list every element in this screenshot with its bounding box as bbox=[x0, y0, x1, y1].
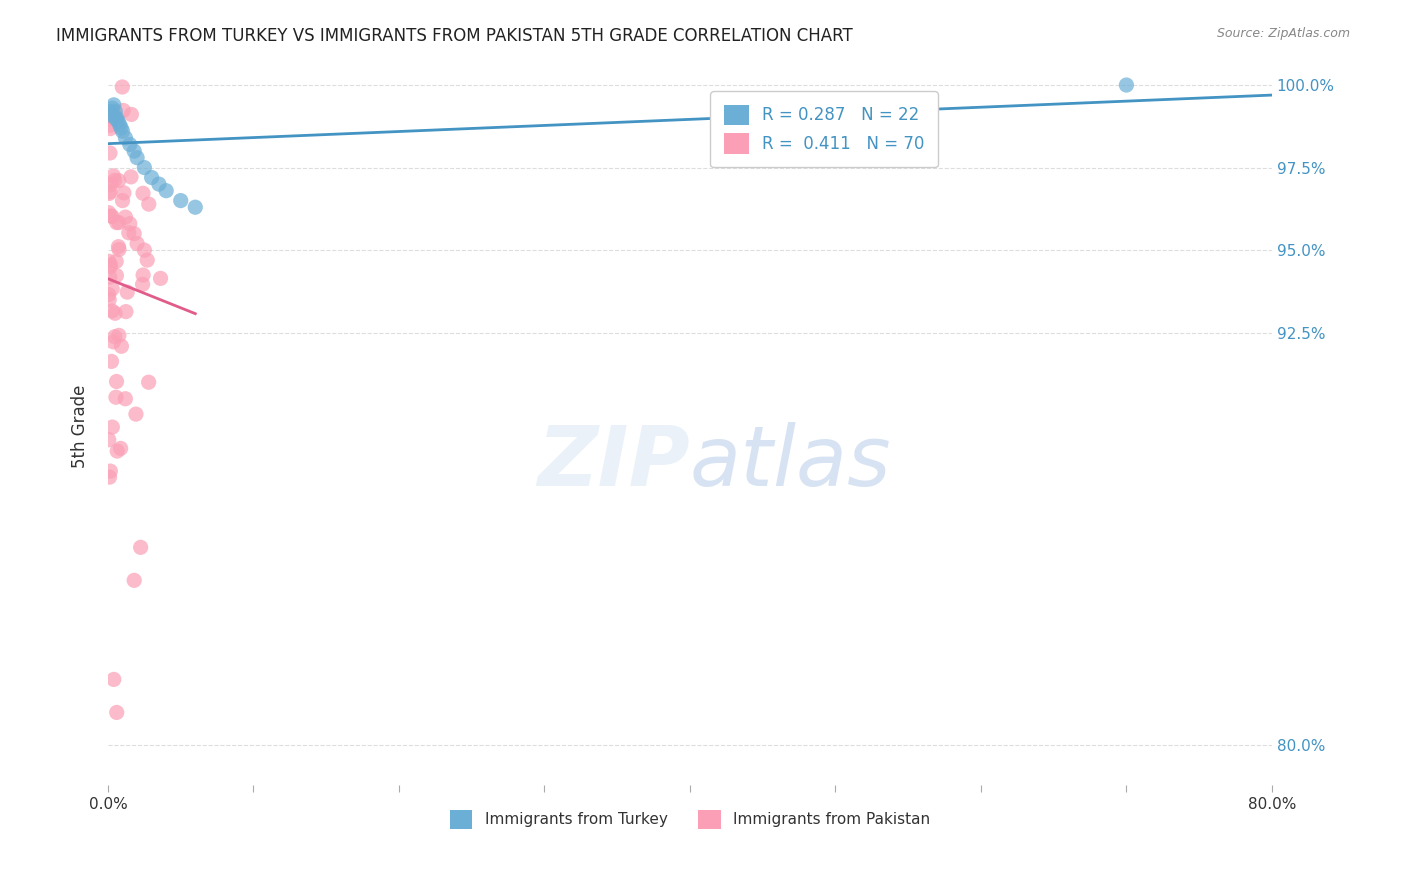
Point bbox=[112, 103, 135, 118]
Point bbox=[103, 169, 125, 183]
Point bbox=[98, 185, 121, 199]
Point bbox=[118, 226, 141, 240]
Point bbox=[98, 186, 121, 201]
Point bbox=[112, 186, 135, 200]
Point bbox=[105, 216, 128, 230]
Point bbox=[131, 277, 153, 292]
Point bbox=[104, 104, 127, 119]
Point bbox=[103, 334, 125, 349]
Point bbox=[132, 186, 155, 201]
Point bbox=[100, 354, 122, 368]
Point bbox=[98, 121, 121, 136]
Point bbox=[127, 151, 149, 165]
Point bbox=[103, 173, 125, 187]
Point bbox=[97, 287, 120, 301]
Point bbox=[115, 285, 138, 300]
Point bbox=[107, 114, 129, 128]
Point bbox=[98, 260, 121, 274]
Point bbox=[118, 137, 141, 152]
Point bbox=[108, 118, 131, 132]
Point bbox=[98, 470, 121, 484]
Point bbox=[105, 706, 128, 720]
Point bbox=[101, 282, 124, 296]
Point bbox=[97, 112, 120, 126]
Point bbox=[108, 328, 131, 343]
Point bbox=[170, 194, 193, 208]
Point bbox=[122, 227, 145, 241]
Point bbox=[103, 98, 125, 112]
Point bbox=[120, 107, 142, 121]
Point bbox=[104, 306, 127, 320]
Point bbox=[141, 170, 163, 185]
Point bbox=[101, 210, 124, 224]
Point bbox=[105, 268, 128, 283]
Point bbox=[105, 375, 128, 389]
Point bbox=[104, 390, 127, 404]
Point bbox=[134, 161, 156, 175]
Point bbox=[132, 268, 155, 282]
Point bbox=[118, 217, 141, 231]
Point bbox=[114, 392, 136, 406]
Text: Source: ZipAtlas.com: Source: ZipAtlas.com bbox=[1216, 27, 1350, 40]
Point bbox=[98, 108, 121, 122]
Point bbox=[115, 304, 138, 318]
Point bbox=[101, 420, 124, 434]
Point bbox=[105, 254, 128, 268]
Text: IMMIGRANTS FROM TURKEY VS IMMIGRANTS FROM PAKISTAN 5TH GRADE CORRELATION CHART: IMMIGRANTS FROM TURKEY VS IMMIGRANTS FRO… bbox=[56, 27, 853, 45]
Point bbox=[105, 444, 128, 458]
Point bbox=[122, 144, 145, 158]
Point bbox=[98, 464, 121, 478]
Point bbox=[100, 258, 122, 272]
Point bbox=[107, 215, 129, 229]
Point bbox=[100, 105, 122, 120]
Point bbox=[100, 209, 122, 223]
Point bbox=[114, 210, 136, 224]
Y-axis label: 5th Grade: 5th Grade bbox=[72, 385, 89, 468]
Point bbox=[98, 146, 121, 161]
Point bbox=[105, 111, 128, 125]
Point bbox=[114, 131, 136, 145]
Point bbox=[148, 177, 170, 191]
Point bbox=[100, 104, 122, 119]
Point bbox=[110, 442, 132, 456]
Point bbox=[101, 112, 124, 126]
Point bbox=[184, 200, 207, 214]
Point bbox=[122, 574, 145, 588]
Point bbox=[110, 339, 132, 353]
Point bbox=[138, 197, 160, 211]
Point bbox=[107, 173, 129, 187]
Text: atlas: atlas bbox=[690, 422, 891, 503]
Point bbox=[108, 243, 131, 257]
Point bbox=[107, 240, 129, 254]
Point bbox=[111, 124, 134, 138]
Point bbox=[129, 541, 152, 555]
Point bbox=[120, 169, 142, 184]
Point bbox=[111, 194, 134, 208]
Point bbox=[100, 178, 122, 192]
Legend: Immigrants from Turkey, Immigrants from Pakistan: Immigrants from Turkey, Immigrants from … bbox=[443, 804, 936, 835]
Point bbox=[101, 101, 124, 115]
Point bbox=[97, 205, 120, 219]
Point bbox=[101, 304, 124, 318]
Point bbox=[103, 673, 125, 687]
Point bbox=[138, 376, 160, 390]
Point bbox=[1115, 78, 1137, 92]
Point bbox=[98, 118, 121, 132]
Point bbox=[104, 111, 127, 125]
Point bbox=[97, 433, 120, 447]
Point bbox=[134, 243, 156, 257]
Point bbox=[110, 120, 132, 135]
Point bbox=[111, 80, 134, 95]
Text: ZIP: ZIP bbox=[537, 422, 690, 503]
Point bbox=[98, 293, 121, 307]
Point bbox=[136, 253, 159, 268]
Point bbox=[127, 236, 149, 251]
Point bbox=[97, 254, 120, 268]
Point bbox=[104, 330, 127, 344]
Point bbox=[155, 184, 177, 198]
Point bbox=[149, 271, 172, 285]
Point bbox=[125, 407, 148, 421]
Point bbox=[98, 270, 121, 285]
